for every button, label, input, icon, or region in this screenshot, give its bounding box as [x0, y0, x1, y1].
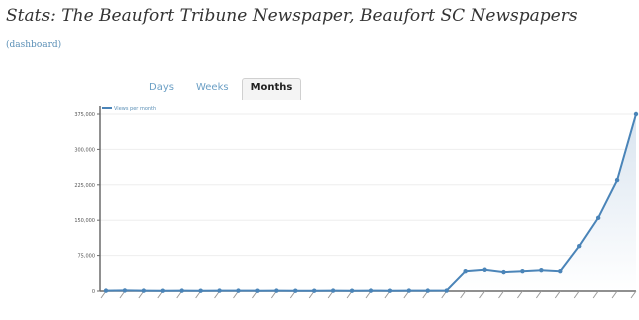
data-point[interactable]: [255, 288, 260, 293]
data-point[interactable]: [236, 288, 241, 293]
y-tick-label: 150,000: [74, 218, 95, 224]
x-tick: [460, 290, 467, 299]
data-point[interactable]: [198, 288, 203, 293]
x-tick: [592, 290, 599, 299]
x-tick: [498, 290, 504, 299]
data-point[interactable]: [425, 288, 430, 293]
data-point[interactable]: [406, 288, 412, 293]
data-point[interactable]: [179, 288, 184, 293]
data-point[interactable]: [387, 288, 393, 293]
period-tabs: Days Weeks Months: [140, 78, 302, 100]
page-title-text: Stats: The Beaufort Tribune Newspaper, B…: [6, 6, 578, 26]
y-tick-label: 75,000: [78, 254, 96, 260]
x-tick: [535, 290, 542, 299]
x-tick: [611, 290, 618, 299]
data-point[interactable]: [368, 288, 374, 293]
x-tick: [517, 290, 523, 299]
data-point[interactable]: [482, 267, 487, 272]
data-point[interactable]: [633, 111, 639, 117]
data-point[interactable]: [160, 288, 165, 293]
data-point[interactable]: [141, 288, 147, 293]
page-title: Stats: The Beaufort Tribune Newspaper, B…: [6, 3, 626, 58]
data-point[interactable]: [501, 269, 506, 275]
y-tick-label: 225,000: [74, 183, 95, 189]
dashboard-link[interactable]: (dashboard): [6, 40, 62, 50]
data-point[interactable]: [444, 288, 449, 293]
data-point[interactable]: [122, 288, 128, 293]
data-point[interactable]: [558, 268, 563, 274]
tab-days[interactable]: Days: [149, 82, 174, 93]
y-tick-label: 375,000: [74, 112, 95, 118]
x-tick: [630, 290, 637, 299]
data-point[interactable]: [614, 177, 620, 183]
y-tick-label: 300,000: [74, 147, 95, 153]
data-point[interactable]: [349, 288, 355, 293]
data-point[interactable]: [312, 288, 317, 293]
views-area: [106, 114, 636, 291]
data-point[interactable]: [595, 215, 601, 221]
y-tick-label: 0: [92, 289, 95, 295]
data-point[interactable]: [539, 268, 544, 273]
data-point[interactable]: [103, 288, 109, 293]
data-point[interactable]: [330, 288, 336, 293]
tab-weeks[interactable]: Weeks: [195, 82, 229, 93]
series-line: [105, 113, 637, 292]
legend-label: Views per month: [114, 106, 156, 112]
data-point[interactable]: [274, 288, 279, 293]
x-tick: [573, 290, 580, 299]
data-point[interactable]: [293, 288, 298, 293]
data-point[interactable]: [520, 268, 525, 274]
data-point[interactable]: [577, 243, 582, 249]
x-tick: [554, 290, 561, 299]
data-point[interactable]: [217, 288, 222, 293]
tab-months[interactable]: Months: [241, 78, 302, 100]
data-point[interactable]: [463, 268, 468, 274]
x-tick: [479, 290, 485, 299]
